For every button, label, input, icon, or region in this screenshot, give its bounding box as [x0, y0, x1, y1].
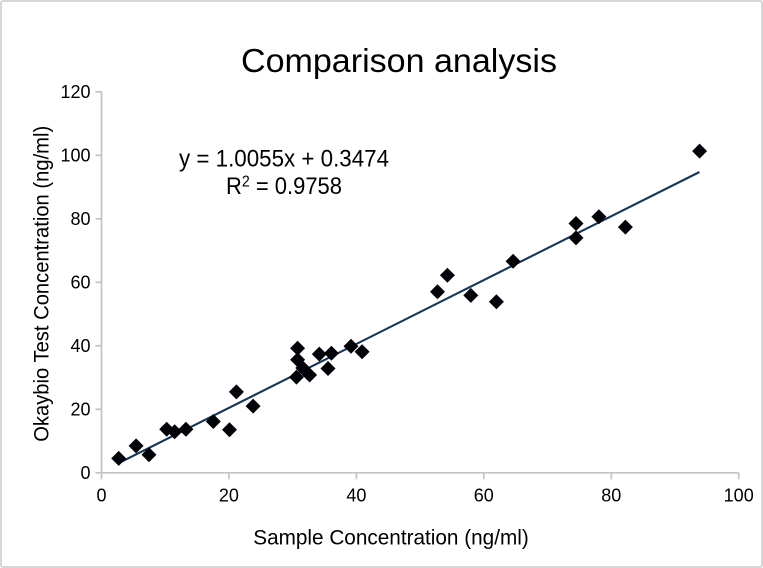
svg-text:Comparison analysis: Comparison analysis [241, 42, 557, 79]
svg-text:40: 40 [346, 486, 366, 506]
svg-text:Sample Concentration (ng/ml): Sample Concentration (ng/ml) [253, 526, 529, 550]
svg-text:80: 80 [601, 486, 621, 506]
svg-text:60: 60 [70, 273, 90, 293]
svg-text:60: 60 [474, 486, 494, 506]
svg-text:0: 0 [80, 463, 90, 483]
svg-text:100: 100 [724, 486, 754, 506]
svg-text:100: 100 [60, 146, 90, 166]
svg-text:80: 80 [70, 209, 90, 229]
svg-text:20: 20 [219, 486, 239, 506]
svg-text:0: 0 [96, 486, 106, 506]
svg-text:20: 20 [70, 400, 90, 420]
svg-text:40: 40 [70, 336, 90, 356]
svg-text:Okaybio Test Concentration (ng: Okaybio Test Concentration (ng/ml) [29, 126, 53, 442]
svg-text:120: 120 [60, 82, 90, 102]
svg-text:y = 1.0055x + 0.3474: y = 1.0055x + 0.3474 [179, 146, 389, 173]
